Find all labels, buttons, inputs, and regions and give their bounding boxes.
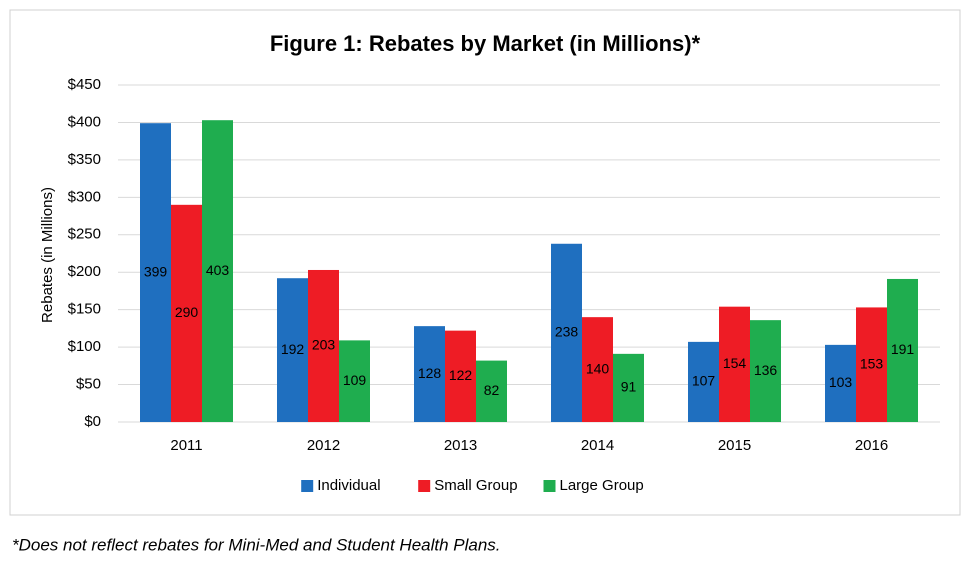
bar (688, 341, 719, 422)
bar (719, 306, 750, 422)
chart-title: Figure 1: Rebates by Market (in Millions… (270, 31, 701, 56)
y-tick-label: $200 (68, 263, 101, 280)
y-tick-label: $350 (68, 151, 101, 168)
x-tick-label: 2013 (444, 437, 477, 454)
bar (476, 360, 507, 422)
y-tick-label: $450 (68, 76, 101, 93)
footnote: *Does not reflect rebates for Mini-Med a… (12, 535, 501, 554)
bar (750, 320, 781, 422)
data-label: 191 (891, 341, 915, 357)
x-tick-label: 2012 (307, 437, 340, 454)
data-label: 109 (343, 372, 367, 388)
bar (551, 243, 582, 422)
x-tick-label: 2015 (718, 437, 751, 454)
data-label: 82 (484, 382, 500, 398)
data-label: 103 (829, 374, 853, 390)
y-tick-label: $50 (76, 376, 101, 393)
x-tick-label: 2011 (170, 437, 202, 454)
legend-label: Small Group (434, 477, 517, 494)
bar (825, 344, 856, 422)
data-label: 403 (206, 262, 230, 278)
data-label: 290 (175, 304, 199, 320)
bar (140, 123, 171, 423)
data-label: 107 (692, 373, 716, 389)
data-label: 154 (723, 355, 747, 371)
y-tick-label: $0 (84, 413, 101, 430)
y-tick-label: $300 (68, 188, 101, 205)
data-label: 399 (144, 263, 168, 279)
bar (202, 120, 233, 422)
bar (613, 353, 644, 422)
x-tick-label: 2014 (581, 437, 614, 454)
x-tick-label: 2016 (855, 437, 888, 454)
data-label: 203 (312, 337, 336, 353)
data-label: 153 (860, 355, 884, 371)
bar (856, 307, 887, 422)
bar (171, 204, 202, 422)
bar (582, 317, 613, 422)
y-axis-label: Rebates (in Millions) (39, 187, 56, 323)
bar (339, 340, 370, 422)
y-tick-label: $400 (68, 113, 101, 130)
legend-swatch (543, 480, 556, 492)
data-label: 238 (555, 324, 579, 340)
legend-label: Individual (317, 477, 380, 494)
data-label: 122 (449, 367, 473, 383)
bar (308, 269, 339, 422)
data-label: 140 (586, 360, 610, 376)
y-tick-label: $100 (68, 338, 101, 355)
legend-swatch (418, 480, 431, 492)
data-label: 192 (281, 341, 305, 357)
data-label: 136 (754, 362, 778, 378)
y-tick-label: $150 (68, 301, 101, 318)
legend-swatch (301, 480, 314, 492)
legend-label: Large Group (560, 477, 644, 494)
y-tick-label: $250 (68, 226, 101, 243)
bar (887, 278, 918, 422)
data-label: 128 (418, 365, 442, 381)
bar (277, 278, 308, 422)
bar (445, 330, 476, 422)
bar (414, 326, 445, 422)
data-label: 91 (621, 379, 637, 395)
